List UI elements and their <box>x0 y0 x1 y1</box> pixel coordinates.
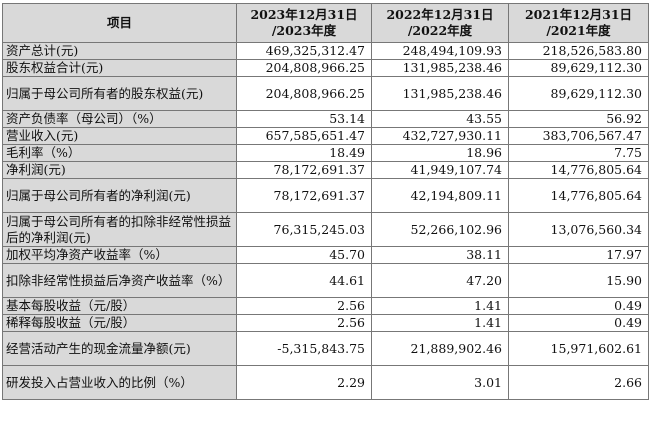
table-row: 稀释每股收益（元/股） 2.56 1.41 0.49 <box>2 314 649 332</box>
value-2021: 89,629,112.30 <box>508 59 649 77</box>
value-2021: 56.92 <box>508 110 649 128</box>
value-2023: 2.56 <box>236 314 372 332</box>
row-label: 净利润(元) <box>2 161 237 179</box>
value-2023: -5,315,843.75 <box>236 331 372 366</box>
value-2022: 432,727,930.11 <box>371 127 509 145</box>
table-row: 资产负债率（母公司）（%） 53.14 43.55 56.92 <box>2 110 649 128</box>
value-2022: 43.55 <box>371 110 509 128</box>
header-2022-year: /2022年度 <box>407 23 473 38</box>
value-2021: 383,706,567.47 <box>508 127 649 145</box>
value-2021: 7.75 <box>508 144 649 162</box>
value-2022: 47.20 <box>371 263 509 298</box>
value-2023: 45.70 <box>236 246 372 264</box>
value-2021: 17.97 <box>508 246 649 264</box>
value-2022: 52,266,102.96 <box>371 212 509 247</box>
value-2021: 218,526,583.80 <box>508 42 649 60</box>
value-2023: 204,808,966.25 <box>236 76 372 111</box>
value-2021: 89,629,112.30 <box>508 76 649 111</box>
value-2023: 53.14 <box>236 110 372 128</box>
value-2021: 13,076,560.34 <box>508 212 649 247</box>
value-2022: 3.01 <box>371 365 509 400</box>
table-row: 归属于母公司所有者的净利润(元) 78,172,691.37 42,194,80… <box>2 178 649 213</box>
value-2021: 14,776,805.64 <box>508 161 649 179</box>
value-2023: 2.29 <box>236 365 372 400</box>
row-label: 归属于母公司所有者的净利润(元) <box>2 178 237 213</box>
value-2022: 1.41 <box>371 297 509 315</box>
header-2023: 2023年12月31日 /2023年度 <box>236 3 372 43</box>
row-label: 研发投入占营业收入的比例（%） <box>2 365 237 400</box>
row-label: 归属于母公司所有者的扣除非经常性损益后的净利润(元) <box>2 212 237 247</box>
row-label: 稀释每股收益（元/股） <box>2 314 237 332</box>
row-label: 归属于母公司所有者的股东权益(元) <box>2 76 237 111</box>
value-2023: 78,172,691.37 <box>236 161 372 179</box>
value-2022: 21,889,902.46 <box>371 331 509 366</box>
header-2023-year: /2023年度 <box>271 23 337 38</box>
value-2022: 38.11 <box>371 246 509 264</box>
table-row: 营业收入(元) 657,585,651.47 432,727,930.11 38… <box>2 127 649 145</box>
value-2022: 131,985,238.46 <box>371 76 509 111</box>
value-2023: 2.56 <box>236 297 372 315</box>
row-label: 股东权益合计(元) <box>2 59 237 77</box>
header-2023-date: 2023年12月31日 <box>250 7 358 22</box>
value-2023: 18.49 <box>236 144 372 162</box>
value-2022: 42,194,809.11 <box>371 178 509 213</box>
value-2021: 14,776,805.64 <box>508 178 649 213</box>
row-label: 营业收入(元) <box>2 127 237 145</box>
row-label: 经营活动产生的现金流量净额(元) <box>2 331 237 366</box>
table-row: 扣除非经常性损益后净资产收益率（%） 44.61 47.20 15.90 <box>2 263 649 298</box>
table-row: 资产总计(元) 469,325,312.47 248,494,109.93 21… <box>2 42 649 60</box>
header-2021-year: /2021年度 <box>546 23 611 38</box>
table-row: 股东权益合计(元) 204,808,966.25 131,985,238.46 … <box>2 59 649 77</box>
value-2021: 15.90 <box>508 263 649 298</box>
value-2021: 0.49 <box>508 297 649 315</box>
row-label: 资产总计(元) <box>2 42 237 60</box>
row-label: 资产负债率（母公司）（%） <box>2 110 237 128</box>
table-row: 毛利率（%） 18.49 18.96 7.75 <box>2 144 649 162</box>
header-2021-date: 2021年12月31日 <box>524 7 633 22</box>
value-2021: 15,971,602.61 <box>508 331 649 366</box>
table-header-row: 项目 2023年12月31日 /2023年度 2022年12月31日 /2022… <box>2 3 649 43</box>
row-label: 扣除非经常性损益后净资产收益率（%） <box>2 263 237 298</box>
table-row: 经营活动产生的现金流量净额(元) -5,315,843.75 21,889,90… <box>2 331 649 366</box>
value-2021: 2.66 <box>508 365 649 400</box>
row-label: 加权平均净资产收益率（%） <box>2 246 237 264</box>
value-2022: 248,494,109.93 <box>371 42 509 60</box>
table-row: 研发投入占营业收入的比例（%） 2.29 3.01 2.66 <box>2 365 649 400</box>
value-2023: 204,808,966.25 <box>236 59 372 77</box>
header-item: 项目 <box>2 3 237 43</box>
value-2022: 41,949,107.74 <box>371 161 509 179</box>
value-2023: 469,325,312.47 <box>236 42 372 60</box>
value-2023: 76,315,245.03 <box>236 212 372 247</box>
row-label: 毛利率（%） <box>2 144 237 162</box>
table-row: 归属于母公司所有者的股东权益(元) 204,808,966.25 131,985… <box>2 76 649 111</box>
header-2021: 2021年12月31日 /2021年度 <box>508 3 649 43</box>
table-row: 净利润(元) 78,172,691.37 41,949,107.74 14,77… <box>2 161 649 179</box>
table-row: 基本每股收益（元/股） 2.56 1.41 0.49 <box>2 297 649 315</box>
table-row: 归属于母公司所有者的扣除非经常性损益后的净利润(元) 76,315,245.03… <box>2 212 649 247</box>
header-2022: 2022年12月31日 /2022年度 <box>371 3 509 43</box>
value-2023: 78,172,691.37 <box>236 178 372 213</box>
value-2022: 131,985,238.46 <box>371 59 509 77</box>
financial-indicators-table: 项目 2023年12月31日 /2023年度 2022年12月31日 /2022… <box>2 3 649 400</box>
row-label: 基本每股收益（元/股） <box>2 297 237 315</box>
header-2022-date: 2022年12月31日 <box>386 7 494 22</box>
value-2022: 1.41 <box>371 314 509 332</box>
value-2023: 657,585,651.47 <box>236 127 372 145</box>
value-2021: 0.49 <box>508 314 649 332</box>
value-2022: 18.96 <box>371 144 509 162</box>
value-2023: 44.61 <box>236 263 372 298</box>
table-row: 加权平均净资产收益率（%） 45.70 38.11 17.97 <box>2 246 649 264</box>
